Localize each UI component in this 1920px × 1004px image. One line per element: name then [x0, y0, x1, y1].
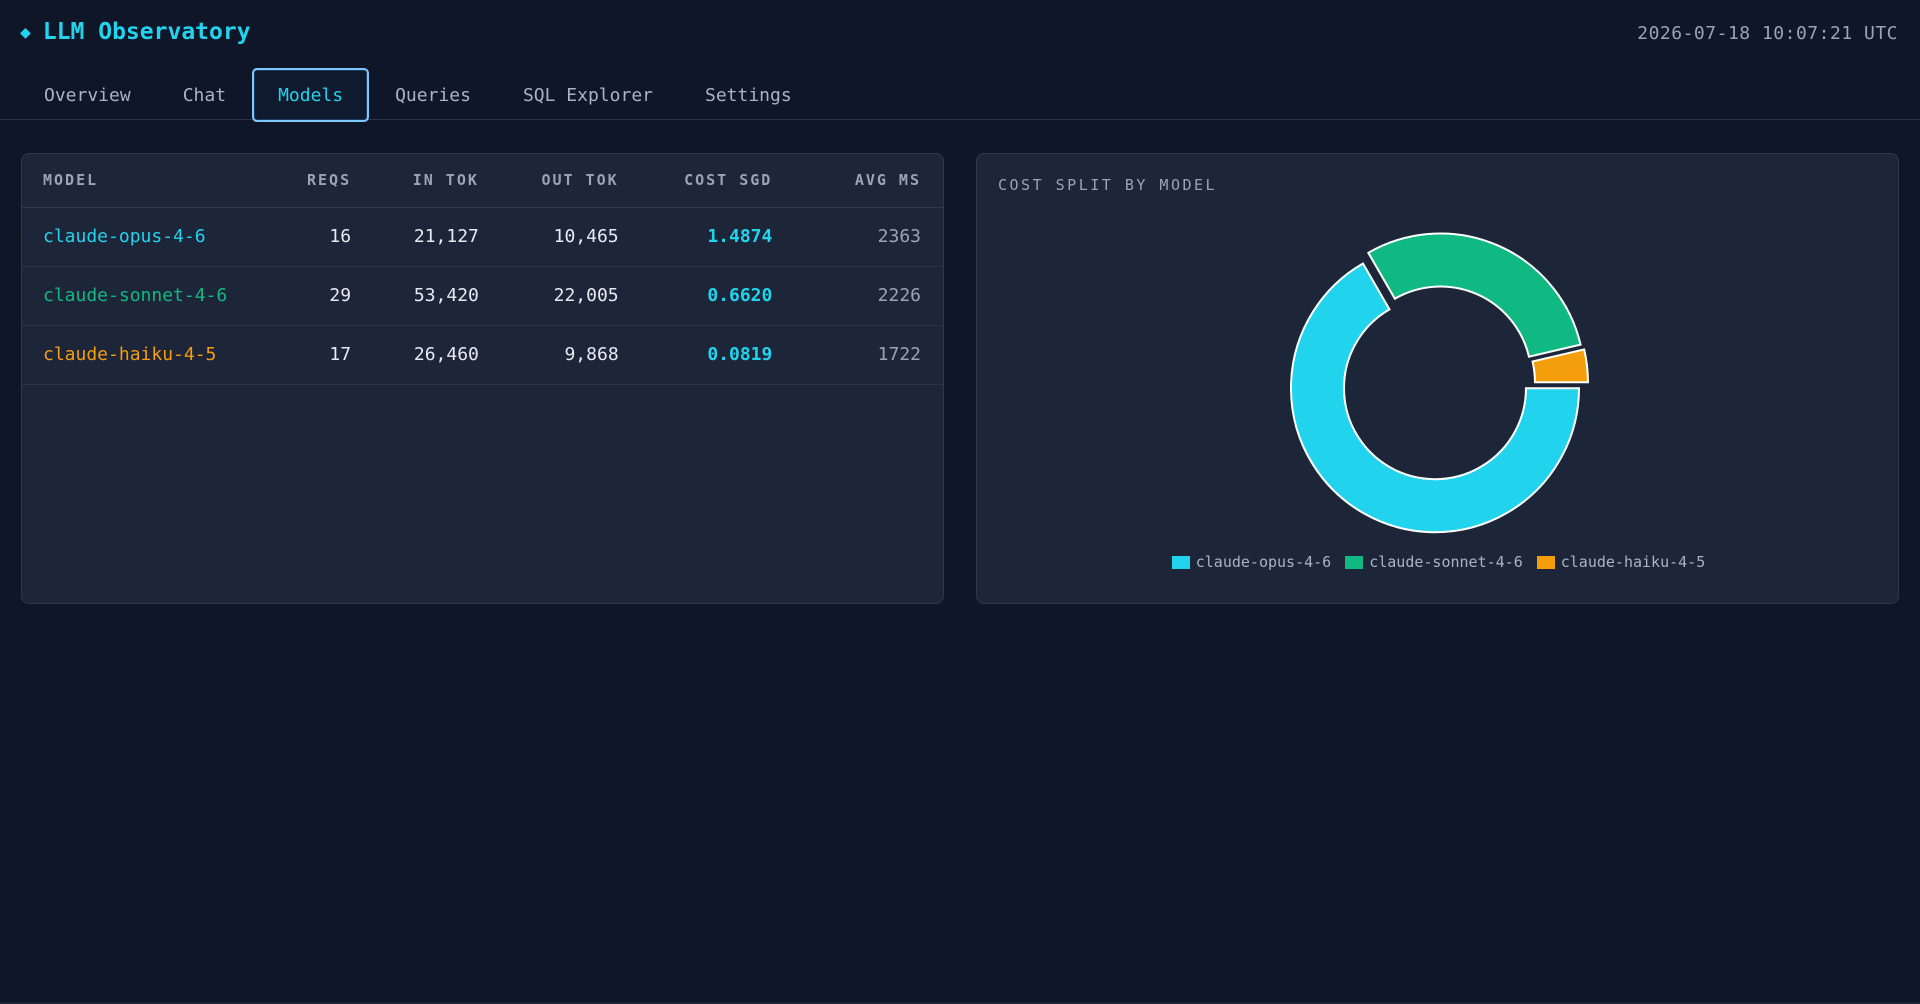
- header-avg-ms[interactable]: AVG MS: [794, 154, 943, 208]
- tab-queries[interactable]: Queries: [395, 84, 471, 106]
- legend-swatch: [1171, 555, 1190, 569]
- in-tok-cell: 53,420: [373, 266, 501, 326]
- header-cost-sgd[interactable]: COST SGD: [640, 154, 795, 208]
- diamond-icon: ◆: [20, 21, 31, 43]
- app-title: LLM Observatory: [42, 19, 251, 45]
- legend-swatch: [1536, 555, 1555, 569]
- models-table-panel: MODEL REQS IN TOK OUT TOK COST SGD AVG M…: [21, 153, 944, 604]
- tab-sql-explorer[interactable]: SQL Explorer: [522, 84, 653, 106]
- tab-chat[interactable]: Chat: [182, 84, 227, 106]
- legend-item[interactable]: claude-opus-4-6: [1171, 553, 1332, 571]
- tab-overview[interactable]: Overview: [44, 84, 131, 106]
- donut-slice-claude-opus-4-6[interactable]: [1290, 262, 1581, 534]
- avg-ms-cell: 2363: [794, 207, 943, 267]
- in-tok-cell: 26,460: [373, 325, 501, 385]
- out-tok-cell: 10,465: [500, 207, 641, 267]
- cost-cell: 0.6620: [640, 266, 795, 326]
- model-name: claude-opus-4-6: [22, 207, 267, 267]
- cost-cell: 1.4874: [640, 207, 795, 267]
- donut-slice-claude-sonnet-4-6[interactable]: [1366, 232, 1582, 358]
- legend-item[interactable]: claude-haiku-4-5: [1536, 553, 1706, 571]
- legend-swatch: [1345, 555, 1364, 569]
- table-header-row: MODEL REQS IN TOK OUT TOK COST SGD AVG M…: [22, 154, 943, 208]
- clock: 2026-07-18 10:07:21 UTC: [1637, 23, 1898, 44]
- model-name: claude-haiku-4-5: [22, 325, 267, 385]
- cost-donut-chart: [1290, 232, 1589, 534]
- tab-models[interactable]: Models: [252, 68, 370, 122]
- out-tok-cell: 9,868: [500, 325, 641, 385]
- brand: ◆ LLM Observatory: [20, 19, 251, 45]
- cost-split-panel: COST SPLIT BY MODEL claude-opus-4-6 claud…: [976, 153, 1899, 604]
- tab-bar: Overview Chat Models Queries SQL Explore…: [18, 68, 818, 122]
- tab-settings[interactable]: Settings: [705, 84, 792, 106]
- models-table: MODEL REQS IN TOK OUT TOK COST SGD AVG M…: [22, 154, 943, 385]
- header: ◆ LLM Observatory 2026-07-18 10:07:21 UT…: [0, 0, 1920, 122]
- reqs-cell: 16: [266, 207, 374, 267]
- header-model[interactable]: MODEL: [22, 154, 267, 208]
- table-row[interactable]: claude-haiku-4-5 17 26,460 9,868 0.0819 …: [22, 325, 943, 385]
- chart-title: COST SPLIT BY MODEL: [998, 176, 1218, 194]
- legend-label: claude-opus-4-6: [1195, 553, 1332, 571]
- donut-slice-claude-haiku-4-5[interactable]: [1531, 348, 1589, 384]
- in-tok-cell: 21,127: [373, 207, 501, 267]
- reqs-cell: 17: [266, 325, 374, 385]
- chart-legend: claude-opus-4-6 claude-sonnet-4-6 claude-h…: [977, 553, 1898, 571]
- model-name: claude-sonnet-4-6: [22, 266, 267, 326]
- table-row[interactable]: claude-opus-4-6 16 21,127 10,465 1.4874 …: [22, 207, 943, 267]
- header-in-tok[interactable]: IN TOK: [373, 154, 501, 208]
- legend-label: claude-haiku-4-5: [1560, 553, 1706, 571]
- header-out-tok[interactable]: OUT TOK: [500, 154, 641, 208]
- avg-ms-cell: 1722: [794, 325, 943, 385]
- table-row[interactable]: claude-sonnet-4-6 29 53,420 22,005 0.662…: [22, 266, 943, 326]
- reqs-cell: 29: [266, 266, 374, 326]
- header-reqs[interactable]: REQS: [266, 154, 374, 208]
- out-tok-cell: 22,005: [500, 266, 641, 326]
- cost-cell: 0.0819: [640, 325, 795, 385]
- legend-label: claude-sonnet-4-6: [1369, 553, 1523, 571]
- legend-item[interactable]: claude-sonnet-4-6: [1345, 553, 1523, 571]
- avg-ms-cell: 2226: [794, 266, 943, 326]
